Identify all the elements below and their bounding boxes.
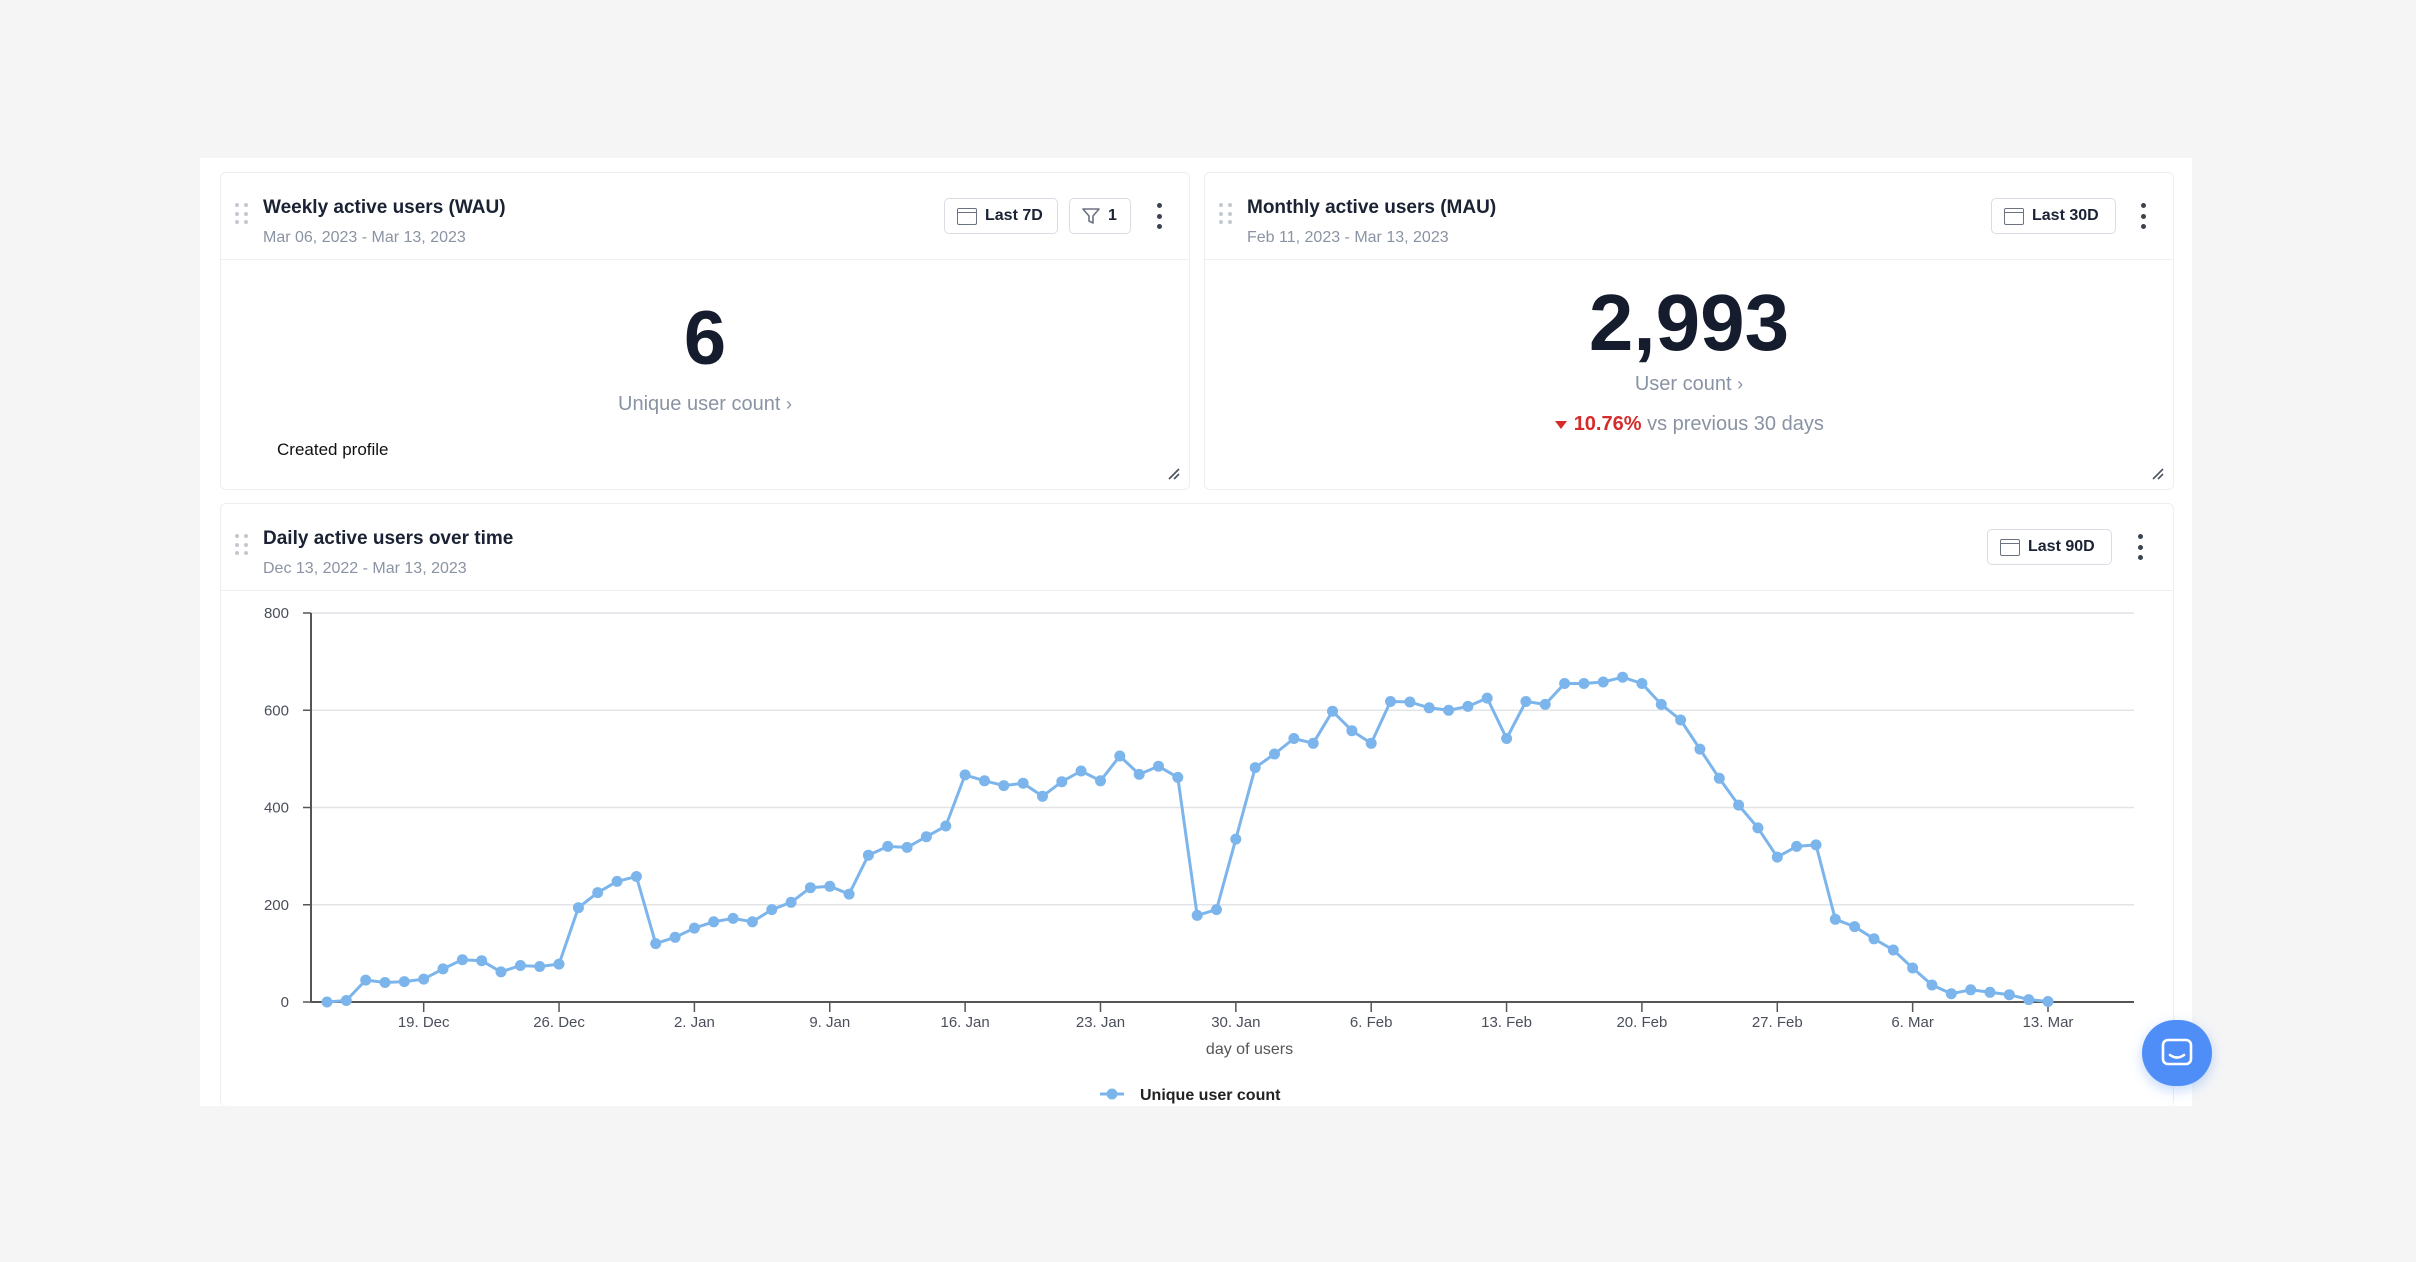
chevron-right-icon: › [785, 394, 792, 414]
wau-value: 6 [683, 296, 727, 381]
mau-card-header: Monthly active users (MAU) Feb 11, 2023 … [1205, 173, 2173, 260]
event-label: Created profile [277, 440, 389, 459]
drag-handle-icon[interactable] [235, 203, 249, 225]
change-text: vs previous 30 days [1647, 413, 1824, 435]
card-title: Weekly active users (WAU) [263, 197, 506, 218]
wau-card-header: Weekly active users (WAU) Mar 06, 2023 -… [221, 173, 1189, 260]
chevron-right-icon: › [1737, 374, 1744, 394]
card-title: Daily active users over time [263, 528, 514, 549]
triangle-down-icon [1555, 420, 1568, 429]
change-value: 10.76% [1573, 413, 1642, 435]
support-chat-button[interactable] [2142, 1020, 2212, 1086]
card-title: Monthly active users (MAU) [1247, 197, 1497, 218]
date-range-button-label: Last 30D [2032, 207, 2099, 224]
drag-handle-icon[interactable] [1219, 203, 1233, 225]
calendar-icon [2004, 207, 2024, 225]
mau-metric-label: User count [1634, 373, 1732, 395]
date-range-button[interactable]: Last 90D [1987, 529, 2112, 565]
wau-metric-link[interactable]: Unique user count › [221, 393, 1189, 416]
calendar-icon [957, 207, 977, 225]
more-options-icon[interactable] [2138, 203, 2148, 229]
filter-count: 1 [1108, 207, 1117, 224]
date-range: Feb 11, 2023 - Mar 13, 2023 [1247, 229, 1449, 246]
filter-button[interactable]: 1 [1069, 198, 1131, 234]
resize-icon[interactable] [1167, 467, 1181, 481]
more-options-icon[interactable] [1154, 203, 1164, 229]
wau-metric-label: Unique user count [618, 393, 781, 415]
date-range: Dec 13, 2022 - Mar 13, 2023 [263, 560, 467, 577]
mau-change: 10.76% vs previous 30 days [1205, 413, 2173, 436]
date-range-button-label: Last 7D [985, 207, 1043, 224]
more-options-icon[interactable] [2135, 534, 2145, 560]
mau-value: 2,993 [1588, 278, 1790, 367]
wau-card: Weekly active users (WAU) Mar 06, 2023 -… [220, 172, 1190, 490]
date-range-button[interactable]: Last 7D [944, 198, 1058, 234]
mau-card: Monthly active users (MAU) Feb 11, 2023 … [1204, 172, 2174, 490]
drag-handle-icon[interactable] [235, 534, 249, 556]
filter-icon [1082, 207, 1100, 224]
dau-card-header: Daily active users over time Dec 13, 202… [221, 504, 2173, 591]
dau-card: Daily active users over time Dec 13, 202… [220, 503, 2174, 1106]
date-range: Mar 06, 2023 - Mar 13, 2023 [263, 229, 466, 246]
calendar-icon [2000, 538, 2020, 556]
resize-icon[interactable] [2151, 467, 2165, 481]
mau-metric-link[interactable]: User count › [1205, 373, 2173, 396]
date-range-button[interactable]: Last 30D [1991, 198, 2116, 234]
date-range-button-label: Last 90D [2028, 538, 2095, 555]
chat-icon [2161, 1038, 2193, 1066]
